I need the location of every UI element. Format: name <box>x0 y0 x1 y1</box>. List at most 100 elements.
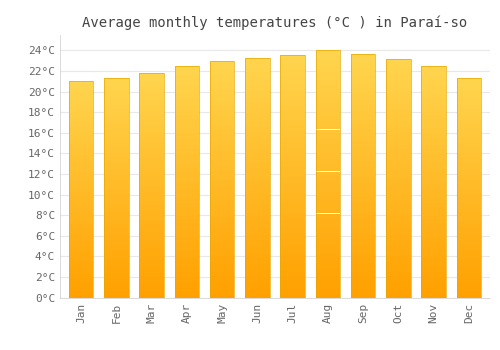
Bar <box>174 140 199 142</box>
Bar <box>316 70 340 73</box>
Bar <box>69 280 94 282</box>
Bar <box>386 156 410 159</box>
Bar <box>386 231 410 233</box>
Bar <box>174 286 199 288</box>
Bar <box>140 295 164 298</box>
Bar <box>104 153 128 155</box>
Bar <box>386 178 410 181</box>
Bar <box>210 144 234 146</box>
Bar <box>174 68 199 70</box>
Bar <box>280 98 305 101</box>
Bar <box>456 247 481 249</box>
Bar <box>422 94 446 96</box>
Bar <box>386 99 410 102</box>
Bar <box>316 144 340 147</box>
Bar <box>351 227 376 229</box>
Bar <box>140 228 164 230</box>
Bar <box>174 235 199 237</box>
Bar <box>104 262 128 265</box>
Bar <box>280 227 305 230</box>
Bar <box>245 230 270 233</box>
Bar <box>140 230 164 232</box>
Bar <box>174 203 199 205</box>
Bar <box>456 162 481 164</box>
Bar <box>351 275 376 278</box>
Bar <box>316 246 340 248</box>
Bar <box>456 159 481 162</box>
Bar <box>386 121 410 123</box>
Bar <box>104 260 128 262</box>
Bar <box>104 138 128 140</box>
Bar <box>69 274 94 276</box>
Bar <box>69 148 94 150</box>
Bar <box>386 83 410 85</box>
Bar <box>351 149 376 151</box>
Bar <box>351 95 376 97</box>
Bar <box>386 238 410 240</box>
Bar <box>245 77 270 79</box>
Bar <box>210 236 234 238</box>
Bar <box>351 232 376 234</box>
Bar <box>456 212 481 214</box>
Bar <box>245 225 270 228</box>
Bar <box>210 257 234 260</box>
Bar <box>351 288 376 290</box>
Bar <box>174 246 199 249</box>
Bar <box>316 248 340 251</box>
Bar <box>456 164 481 166</box>
Bar <box>316 285 340 288</box>
Bar <box>210 177 234 179</box>
Bar <box>422 295 446 298</box>
Bar <box>69 153 94 155</box>
Bar <box>456 190 481 192</box>
Bar <box>245 137 270 139</box>
Bar <box>456 144 481 146</box>
Bar <box>456 126 481 129</box>
Bar <box>351 129 376 132</box>
Bar <box>316 172 340 174</box>
Bar <box>69 172 94 174</box>
Bar <box>316 275 340 278</box>
Bar <box>351 202 376 205</box>
Title: Average monthly temperatures (°C ) in Paraí-so: Average monthly temperatures (°C ) in Pa… <box>82 15 468 30</box>
Bar <box>210 293 234 295</box>
Bar <box>140 286 164 288</box>
Bar <box>210 231 234 233</box>
Bar <box>174 84 199 87</box>
Bar <box>351 85 376 88</box>
Bar <box>351 278 376 280</box>
Bar <box>280 152 305 154</box>
Bar <box>174 110 199 112</box>
Bar <box>210 80 234 82</box>
Bar <box>69 183 94 185</box>
Bar <box>245 206 270 209</box>
Bar <box>210 153 234 155</box>
Bar <box>140 172 164 174</box>
Bar <box>456 85 481 87</box>
Bar <box>351 124 376 127</box>
Bar <box>69 244 94 246</box>
Bar <box>140 255 164 257</box>
Bar <box>104 175 128 177</box>
Bar <box>140 143 164 145</box>
Bar <box>351 146 376 149</box>
Bar <box>456 170 481 173</box>
Bar <box>456 216 481 218</box>
Bar <box>104 256 128 258</box>
Bar <box>69 189 94 191</box>
Bar <box>245 142 270 144</box>
Bar <box>69 248 94 250</box>
Bar <box>386 73 410 75</box>
Bar <box>422 276 446 279</box>
Bar <box>174 80 199 82</box>
Bar <box>245 166 270 168</box>
Bar <box>422 210 446 212</box>
Bar <box>104 223 128 225</box>
Bar <box>422 272 446 274</box>
Bar <box>456 240 481 243</box>
Bar <box>386 193 410 195</box>
Bar <box>245 269 270 271</box>
Bar <box>456 280 481 282</box>
Bar <box>316 90 340 92</box>
Bar <box>140 250 164 253</box>
